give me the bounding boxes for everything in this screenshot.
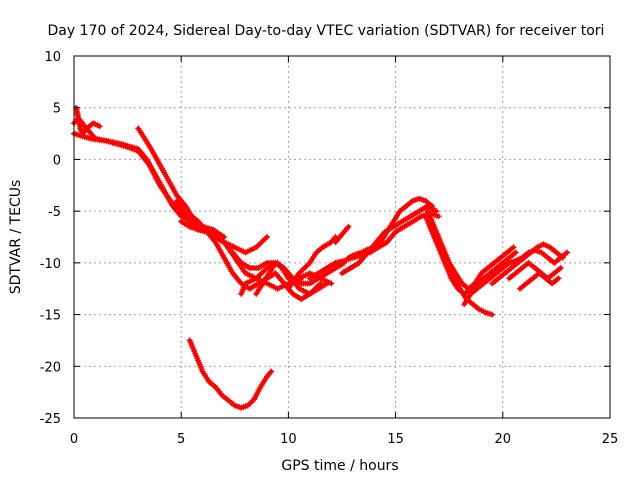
data-point-marker [557,265,564,271]
series-track-m [332,223,352,246]
data-point-marker [298,275,305,282]
y-tick-label: -5 [48,205,61,220]
series-trace [72,131,269,255]
x-tick-label: 10 [280,432,297,447]
series-track-o [422,213,519,297]
series-track-l [345,195,435,261]
data-point-marker [555,275,562,282]
data-layer [71,104,571,411]
y-tick-label: -15 [40,309,61,324]
x-tick-label: 20 [495,432,512,447]
data-point-marker [345,223,352,230]
chart-title: Day 170 of 2024, Sidereal Day-to-day VTE… [48,23,605,39]
series-track-b [71,115,228,240]
data-point-marker [328,280,335,287]
x-tick-label: 0 [70,432,78,447]
series-track-u [186,337,275,411]
y-tick-label: -20 [40,360,61,375]
x-axis-label: GPS time / hours [281,458,398,474]
data-point-marker [268,368,275,375]
data-point-marker [559,254,566,261]
x-tick-label: 5 [177,432,185,447]
y-axis-label: SDTVAR / TECUs [8,180,24,295]
series-track-a [71,130,270,256]
series-track-t [517,270,562,292]
y-tick-label: 5 [53,102,61,117]
series-track-p [446,244,517,292]
x-tick-label: 25 [602,432,619,447]
data-point-marker [264,234,270,240]
y-tick-label: -25 [40,412,61,427]
series-trace [333,224,351,245]
data-point-marker [512,249,519,256]
series-trace [72,116,227,239]
series-track-s [506,259,564,282]
data-point-marker [489,311,496,318]
data-point-marker [510,244,517,251]
data-point-marker [435,213,442,220]
series-track-c [73,104,103,137]
data-point-marker [429,203,435,209]
series-track-r [489,241,566,287]
data-point-marker [317,280,324,287]
data-point-marker [564,249,571,256]
data-point-marker [96,123,103,130]
y-tick-label: 0 [53,153,61,168]
data-point-marker [433,208,440,215]
plot-frame [73,55,611,419]
data-point-marker [221,234,228,240]
x-tick-label: 15 [387,432,404,447]
tick-layer: 0 5 10 15 20 25 -25 -20 -15 -10 -5 0 5 10 [40,50,619,447]
y-tick-label: -10 [40,257,61,272]
y-tick-label: 10 [44,50,61,65]
